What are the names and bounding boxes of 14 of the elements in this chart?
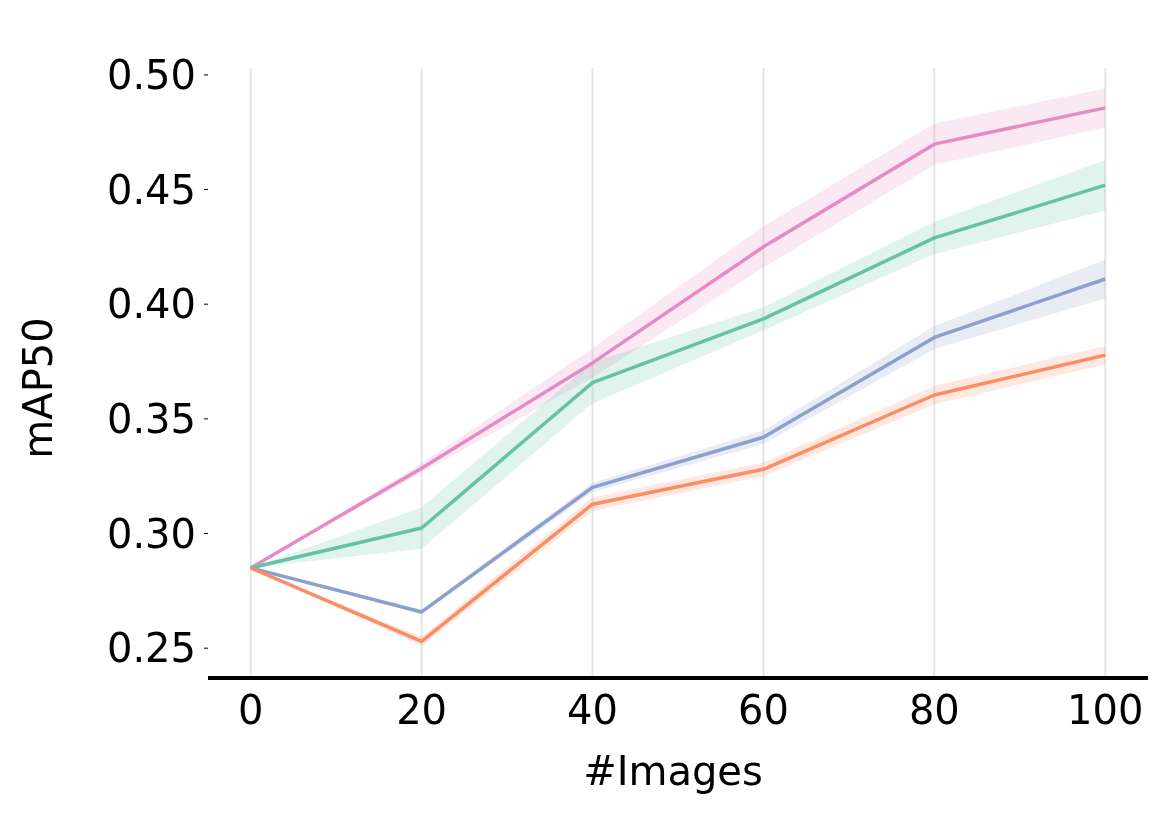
x-tick-label: 100	[1067, 687, 1144, 734]
y-tick-label: 0.35	[106, 396, 196, 443]
x-tick-label: 0	[238, 687, 264, 734]
x-tick-label: 20	[396, 687, 448, 734]
y-tick-label: 0.25	[106, 625, 196, 672]
x-tick-label: 80	[908, 687, 960, 734]
y-tick-label: 0.45	[106, 166, 196, 213]
y-tick-label: 0.30	[106, 510, 196, 557]
y-tick-label: 0.40	[106, 281, 196, 328]
x-tick-label: 60	[738, 687, 789, 734]
x-tick-label: 40	[567, 687, 618, 734]
y-axis-title: mAP50	[15, 317, 61, 459]
y-tick-label: 0.50	[106, 52, 196, 99]
x-axis-title: #Images	[582, 748, 764, 794]
